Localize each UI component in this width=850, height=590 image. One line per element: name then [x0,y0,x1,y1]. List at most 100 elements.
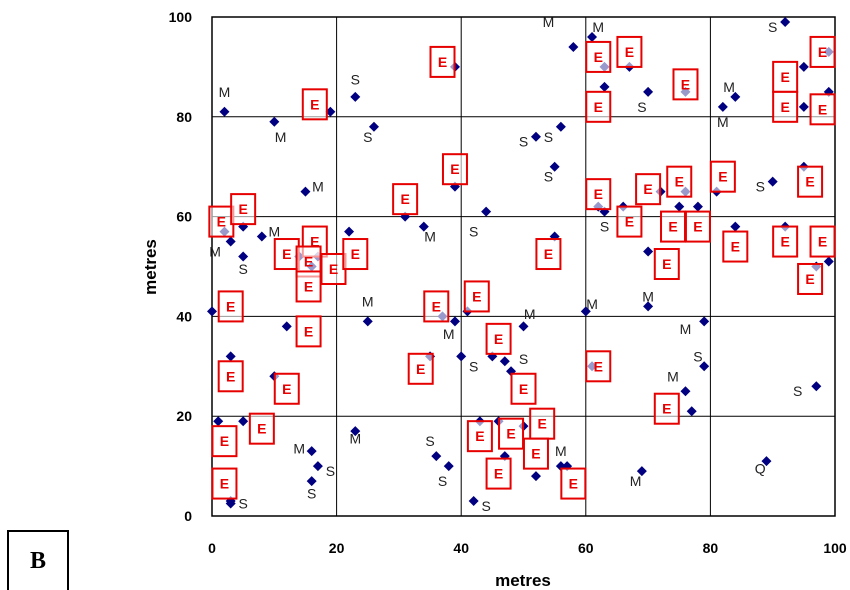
e-box: E [407,352,434,385]
point-label: S [425,433,434,449]
e-box-label: E [569,476,578,492]
data-point [306,446,317,457]
x-tick-label: 60 [578,540,594,556]
e-box-label: E [217,214,226,230]
e-box: E [522,437,549,470]
e-box-label: E [310,96,319,112]
point-label: S [544,129,553,145]
e-box: E [585,40,612,73]
data-point [213,416,224,427]
y-axis-label: metres [141,239,160,295]
e-box-label: E [282,246,291,262]
data-point [680,386,691,397]
e-box-frame [295,315,322,348]
e-box-frame [217,290,244,323]
x-tick-label: 40 [453,540,469,556]
e-box-label: E [805,271,814,287]
e-box: E [217,290,244,323]
e-box-frame [211,425,238,458]
e-box-frame [809,93,836,126]
e-box-frame [522,437,549,470]
e-box: E [301,88,328,121]
e-box-label: E [662,401,671,417]
e-box: E [809,35,836,68]
data-point [449,316,460,327]
data-point [555,121,566,132]
e-box-frame [709,160,736,193]
data-point [418,221,429,232]
e-box-label: E [668,219,677,235]
e-box-label: E [494,466,503,482]
e-box: E [772,60,799,93]
point-label: S [519,134,528,150]
point-label: M [219,84,231,100]
e-box: E [485,322,512,355]
data-point [798,101,809,112]
e-box-frame [585,40,612,73]
data-point [344,226,355,237]
data-point [674,201,685,212]
e-box: E [585,178,612,211]
e-box: E [320,252,347,285]
e-box-label: E [818,101,827,117]
data-point [699,316,710,327]
data-point [350,426,361,437]
e-box-label: E [538,416,547,432]
point-label: S [238,496,247,512]
point-label: Q [755,461,766,477]
data-point [306,476,317,487]
data-point [518,321,529,332]
e-box-frame [301,88,328,121]
e-box-frame [809,35,836,68]
e-box-frame [616,35,643,68]
e-box-label: E [475,428,484,444]
data-point [325,106,336,117]
y-tick-label: 80 [176,109,192,125]
e-box: E [684,210,711,243]
e-box-frame [211,467,238,500]
e-box-label: E [594,358,603,374]
e-box-label: E [400,191,409,207]
e-box-frame [666,165,693,198]
data-point [443,461,454,472]
data-point [811,381,822,392]
e-box: E [722,230,749,263]
e-box-label: E [220,433,229,449]
e-box-frame [585,178,612,211]
e-box-frame [273,372,300,405]
e-box-frame [797,262,824,295]
e-box-frame [466,420,493,453]
e-box-label: E [662,256,671,272]
point-label: S [469,224,478,240]
x-tick-label: 80 [703,540,719,556]
point-label: S [544,169,553,185]
point-label: M [555,443,567,459]
e-box: E [709,160,736,193]
point-label: M [209,244,221,260]
y-tick-label: 20 [176,408,192,424]
e-box-label: E [718,169,727,185]
data-point [780,16,791,27]
e-box-label: E [226,368,235,384]
e-box: E [772,90,799,123]
e-box-label: E [432,298,441,314]
point-label: M [312,179,324,195]
point-label: M [592,19,604,35]
e-box: E [441,153,468,186]
e-box: E [585,350,612,383]
e-box: E [797,262,824,295]
e-box-label: E [780,234,789,250]
y-tick-label: 40 [176,308,192,324]
point-label: S [481,498,490,514]
e-box-label: E [544,246,553,262]
e-box-frame [485,457,512,490]
e-box: E [498,417,525,450]
point-label: S [693,348,702,364]
e-box-frame [772,90,799,123]
e-box: E [273,238,300,271]
y-tick-label: 60 [176,209,192,225]
e-box: E [466,420,493,453]
y-tick-label: 100 [169,9,193,25]
